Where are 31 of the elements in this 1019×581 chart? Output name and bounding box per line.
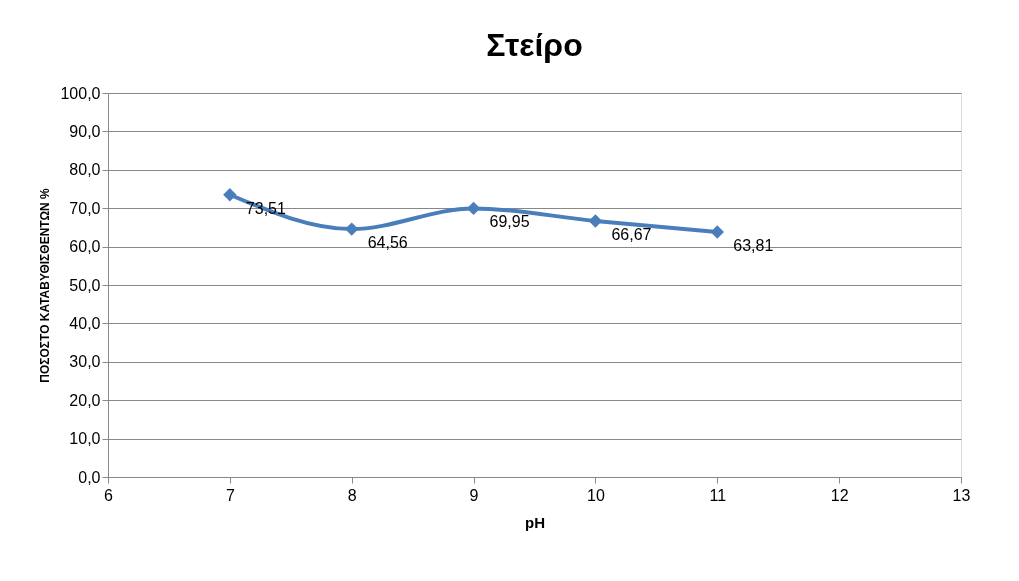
point <box>223 188 237 202</box>
x-tick-label: 9 <box>469 486 479 504</box>
y-tick-label: 50,0 <box>69 276 101 294</box>
y-tick-label: 20,0 <box>69 391 101 409</box>
x-tick-label: 8 <box>347 486 357 504</box>
y-tick-label: 0,0 <box>78 468 101 486</box>
x-tick-label: 11 <box>709 486 727 504</box>
y-tick-label: 30,0 <box>69 353 101 371</box>
point <box>710 225 724 239</box>
y-tick-label: 10,0 <box>69 430 101 448</box>
point <box>588 214 603 228</box>
x-tick-label: 12 <box>830 486 849 504</box>
x-tick-label: 7 <box>225 486 235 504</box>
data-label: 69,95 <box>489 213 530 231</box>
point <box>345 222 359 236</box>
y-tick-label: 70,0 <box>69 199 101 217</box>
chart-title: Στείρο <box>486 27 583 63</box>
y-tick-label: 100,0 <box>60 84 101 102</box>
x-tick-label: 10 <box>587 486 605 504</box>
y-tick-label: 60,0 <box>69 238 101 256</box>
y-tick-label: 90,0 <box>69 122 101 140</box>
x-tick-label: 13 <box>952 486 971 504</box>
y-tick-label: 40,0 <box>69 314 101 332</box>
point <box>466 201 481 216</box>
data-label: 64,56 <box>367 234 408 252</box>
y-axis-title: ΠΟΣΟΣΤΟ ΚΑΤΑΒΥΘΙΣΘΕΝΤΩΝ % <box>38 187 53 383</box>
data-label: 66,67 <box>611 225 652 243</box>
data-label: 63,81 <box>733 236 774 254</box>
x-axis-title: pH <box>525 513 545 531</box>
y-tick-label: 80,0 <box>69 161 101 179</box>
x-tick-label: 6 <box>104 486 114 504</box>
